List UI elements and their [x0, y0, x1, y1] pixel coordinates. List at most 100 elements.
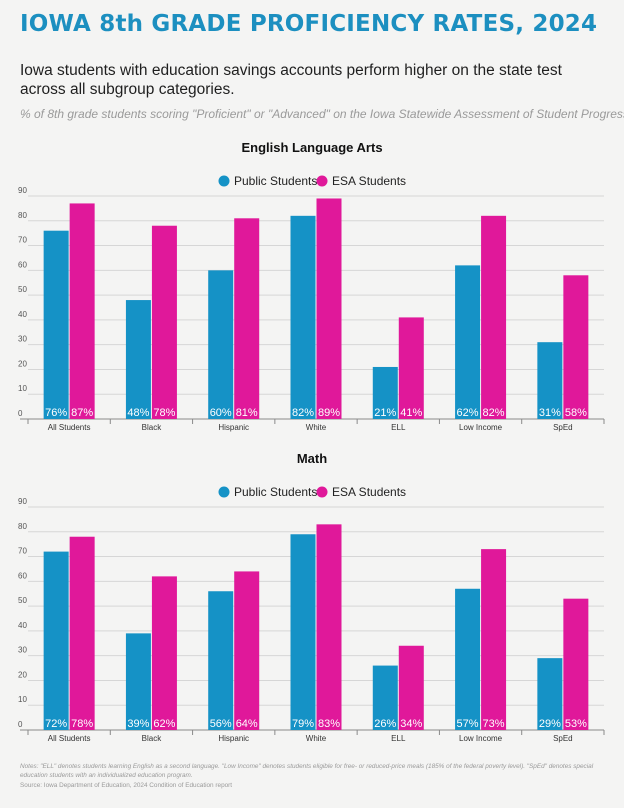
ela-category-label-all-students: All Students: [48, 423, 91, 432]
math-data-label-white-public: 79%: [292, 718, 314, 730]
math-category-label-hispanic: Hispanic: [218, 734, 249, 743]
math-bar-ell-esa: [398, 645, 424, 730]
math-data-label-ell-esa: 34%: [400, 718, 422, 730]
ela-legend-esa-marker: [316, 175, 328, 187]
ela-category-label-black: Black: [142, 423, 163, 432]
math-data-label-white-esa: 83%: [318, 718, 340, 730]
math-category-label-sped: SpEd: [553, 734, 573, 743]
math-bar-hispanic-esa: [234, 571, 260, 730]
ela-data-label-low-income-public: 62%: [457, 407, 479, 419]
ela-data-label-hispanic-public: 60%: [210, 407, 232, 419]
math-y-tick-label: 80: [18, 522, 27, 531]
math-data-label-low-income-esa: 73%: [483, 718, 505, 730]
math-category-label-white: White: [306, 734, 327, 743]
ela-data-label-white-public: 82%: [292, 407, 314, 419]
ela-category-label-white: White: [306, 423, 327, 432]
ela-legend: Public Students ESA Students: [218, 174, 406, 188]
math-data-label-low-income-public: 57%: [457, 718, 479, 730]
ela-category-label-hispanic: Hispanic: [218, 423, 249, 432]
ela-data-label-all-students-public: 76%: [45, 407, 67, 419]
ela-data-label-ell-esa: 41%: [400, 407, 422, 419]
math-y-tick-label: 0: [18, 720, 23, 729]
math-bar-sped-public: [537, 658, 563, 730]
math-data-label-ell-public: 26%: [374, 718, 396, 730]
ela-bar-all-students-esa: [69, 203, 95, 419]
math-data-label-hispanic-public: 56%: [210, 718, 232, 730]
math-y-tick-label: 50: [18, 596, 27, 605]
ela-y-tick-label: 10: [18, 384, 27, 393]
ela-y-tick-label: 0: [18, 409, 23, 418]
ela-category-label-sped: SpEd: [553, 423, 573, 432]
math-bar-all-students-public: [43, 551, 69, 730]
math-y-tick-label: 90: [18, 497, 27, 506]
math-bar-black-esa: [151, 576, 177, 730]
ela-data-label-black-public: 48%: [127, 407, 149, 419]
ela-data-label-all-students-esa: 87%: [71, 407, 93, 419]
notes-text: Notes: "ELL" denotes students learning E…: [20, 763, 594, 780]
ela-y-tick-label: 90: [18, 186, 27, 195]
math-data-label-black-esa: 62%: [153, 718, 175, 730]
ela-bar-low-income-esa: [481, 215, 507, 419]
source-text: Source: Iowa Department of Education, 20…: [20, 781, 233, 789]
ela-bar-ell-esa: [398, 317, 424, 419]
ela-y-tick-label: 70: [18, 236, 27, 245]
math-category-label-low-income: Low Income: [459, 734, 503, 743]
ela-legend-esa-label: ESA Students: [332, 174, 406, 188]
math-bar-white-public: [290, 534, 316, 730]
math-bar-white-esa: [316, 524, 342, 730]
ela-bar-ell-public: [372, 366, 398, 419]
ela-y-tick-label: 50: [18, 285, 27, 294]
page-title: IOWA 8th GRADE PROFICIENCY RATES, 2024: [20, 11, 598, 37]
math-legend-public-marker: [218, 486, 230, 498]
ela-y-tick-label: 60: [18, 260, 27, 269]
ela-data-label-sped-esa: 58%: [565, 407, 587, 419]
math-legend-esa-marker: [316, 486, 328, 498]
math-y-tick-label: 30: [18, 646, 27, 655]
math-category-label-black: Black: [142, 734, 163, 743]
math-category-label-ell: ELL: [391, 734, 406, 743]
footnotes: Notes: "ELL" denotes students learning E…: [20, 762, 605, 790]
math-data-label-sped-esa: 53%: [565, 718, 587, 730]
ela-y-tick-label: 40: [18, 310, 27, 319]
math-y-tick-label: 70: [18, 547, 27, 556]
math-chart-title: Math: [297, 451, 327, 466]
math-category-label-all-students: All Students: [48, 734, 91, 743]
math-y-tick-label: 10: [18, 695, 27, 704]
math-data-label-all-students-esa: 78%: [71, 718, 93, 730]
ela-bar-black-public: [125, 300, 151, 419]
ela-bar-low-income-public: [455, 265, 481, 419]
ela-y-tick-label: 80: [18, 211, 27, 220]
math-chart: Math Public Students ESA Students 0 10 20 30 40…: [18, 451, 605, 743]
ela-bar-black-esa: [151, 225, 177, 419]
ela-data-label-white-esa: 89%: [318, 407, 340, 419]
math-data-label-black-public: 39%: [127, 718, 149, 730]
math-legend-public-label: Public Students: [234, 485, 317, 499]
ela-bar-sped-esa: [563, 275, 589, 419]
math-y-tick-label: 40: [18, 621, 27, 630]
math-data-label-hispanic-esa: 64%: [236, 718, 258, 730]
ela-legend-public-marker: [218, 175, 230, 187]
ela-category-label-low-income: Low Income: [459, 423, 503, 432]
math-legend-esa-label: ESA Students: [332, 485, 406, 499]
math-bar-sped-esa: [563, 598, 589, 730]
ela-bar-sped-public: [537, 342, 563, 419]
ela-bar-white-esa: [316, 198, 342, 419]
ela-data-label-hispanic-esa: 81%: [236, 407, 258, 419]
measure-note: % of 8th grade students scoring "Profici…: [20, 107, 624, 121]
math-y-tick-label: 60: [18, 571, 27, 580]
ela-data-label-low-income-esa: 82%: [483, 407, 505, 419]
math-data-label-sped-public: 29%: [539, 718, 561, 730]
math-y-tick-label: 20: [18, 670, 27, 679]
ela-data-label-ell-public: 21%: [374, 407, 396, 419]
ela-data-label-black-esa: 78%: [153, 407, 175, 419]
ela-bar-white-public: [290, 215, 316, 419]
page-subtitle: Iowa students with education savings acc…: [20, 62, 562, 98]
ela-y-tick-label: 20: [18, 359, 27, 368]
math-bar-hispanic-public: [208, 591, 234, 730]
ela-chart-title: English Language Arts: [241, 140, 382, 155]
math-bar-black-public: [125, 633, 151, 730]
ela-bar-hispanic-public: [208, 270, 234, 419]
ela-legend-public-label: Public Students: [234, 174, 317, 188]
ela-data-label-sped-public: 31%: [539, 407, 561, 419]
math-bar-all-students-esa: [69, 536, 95, 730]
